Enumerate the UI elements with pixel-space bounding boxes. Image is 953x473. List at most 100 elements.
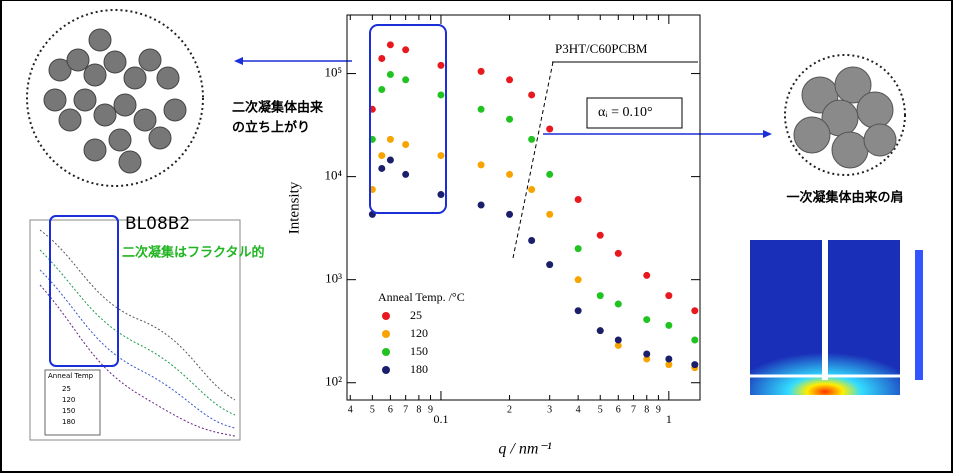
data-point [665, 292, 673, 300]
x-axis-label: q / nm⁻¹ [498, 441, 551, 458]
data-point [546, 261, 554, 269]
x-tick-label: 7 [631, 404, 636, 415]
data-point [574, 195, 582, 203]
legend-marker [382, 312, 390, 320]
data-point [506, 76, 514, 84]
data-point [437, 191, 445, 199]
inset-legend-label: 150 [62, 407, 75, 415]
legend-marker [382, 366, 390, 374]
x-tick-label: 8 [644, 404, 649, 415]
data-point [596, 327, 604, 335]
data-point [643, 271, 651, 279]
data-point [574, 307, 582, 315]
data-point [574, 245, 582, 253]
data-point [528, 185, 536, 193]
inset-legend-label: 180 [62, 418, 75, 426]
arrow-head [763, 130, 772, 138]
annotation: の立ち上がり [232, 120, 310, 136]
data-point [614, 336, 622, 344]
data-point [528, 236, 536, 244]
data-point [643, 316, 651, 324]
data-point [437, 61, 445, 69]
data-point [528, 135, 536, 143]
inset-legend-title: Anneal Temp [48, 372, 94, 380]
y-axis-label: Intensity [286, 181, 302, 234]
data-point [437, 152, 445, 160]
x-tick-label: 4 [576, 404, 581, 415]
x-tick-label: 1 [666, 412, 672, 426]
data-point [477, 161, 485, 169]
data-point [402, 140, 410, 148]
data-point [386, 156, 394, 164]
y-tick-label: 10² [325, 374, 342, 389]
data-point [477, 201, 485, 209]
data-point [691, 336, 699, 344]
x-tick-label: 6 [616, 404, 621, 415]
secondary-aggregate-image [26, 9, 204, 187]
data-point [402, 76, 410, 84]
data-point [528, 91, 536, 99]
data-point [643, 355, 651, 363]
x-tick-label: 3 [547, 404, 552, 415]
data-point [691, 361, 699, 369]
data-point [596, 292, 604, 300]
data-point [614, 249, 622, 257]
legend-label: 120 [410, 326, 428, 340]
data-point [378, 164, 386, 172]
data-point [614, 341, 622, 349]
annotation: 二次凝集はフラクタル的 [122, 245, 264, 261]
data-point [378, 54, 386, 62]
data-point [665, 361, 673, 369]
annotation-box [586, 97, 683, 129]
annotation: αᵢ = 0.10° [598, 105, 653, 120]
data-point [506, 115, 514, 123]
data-point [386, 135, 394, 143]
data-point [691, 307, 699, 315]
data-point [477, 105, 485, 113]
data-point [665, 321, 673, 329]
data-point [574, 276, 582, 284]
data-point [402, 46, 410, 54]
data-point [643, 350, 651, 358]
legend-marker [382, 348, 390, 356]
highlight-box [369, 24, 447, 214]
data-point [378, 86, 386, 94]
x-tick-label: 5 [370, 404, 375, 415]
y-tick-label: 10³ [325, 271, 342, 286]
y-tick-label: 10⁵ [324, 65, 342, 80]
data-point [546, 210, 554, 218]
data-point [614, 300, 622, 308]
plot-frame [346, 14, 701, 401]
data-point [506, 170, 514, 178]
data-point [596, 231, 604, 239]
x-tick-label: 9 [656, 404, 661, 415]
data-point [386, 41, 394, 49]
annotation: 二次凝集体由来 [232, 100, 324, 116]
legend-label: 25 [410, 308, 422, 322]
annotation: P3HT/C60PCBM [555, 41, 648, 56]
inset-legend-label: 25 [62, 385, 71, 393]
data-point [665, 355, 673, 363]
gisaxs-image [746, 240, 923, 395]
x-tick-label: 4 [348, 404, 353, 415]
x-tick-label: 5 [598, 404, 603, 415]
x-tick-label: 8 [416, 404, 421, 415]
x-tick-label: 9 [428, 404, 433, 415]
annotation: 一次凝集体由来の肩 [786, 190, 903, 206]
arrow-head [234, 57, 243, 65]
annotation: BL08B2 [125, 214, 190, 234]
x-tick-label: 2 [507, 404, 512, 415]
legend-label: 180 [410, 362, 428, 376]
legend-marker [382, 330, 390, 338]
data-point [378, 152, 386, 160]
data-point [402, 170, 410, 178]
legend-label: 150 [410, 344, 428, 358]
data-point [546, 170, 554, 178]
y-tick-label: 10⁴ [324, 168, 342, 183]
primary-aggregate-image [784, 54, 906, 176]
data-point [477, 67, 485, 75]
data-point [546, 125, 554, 133]
